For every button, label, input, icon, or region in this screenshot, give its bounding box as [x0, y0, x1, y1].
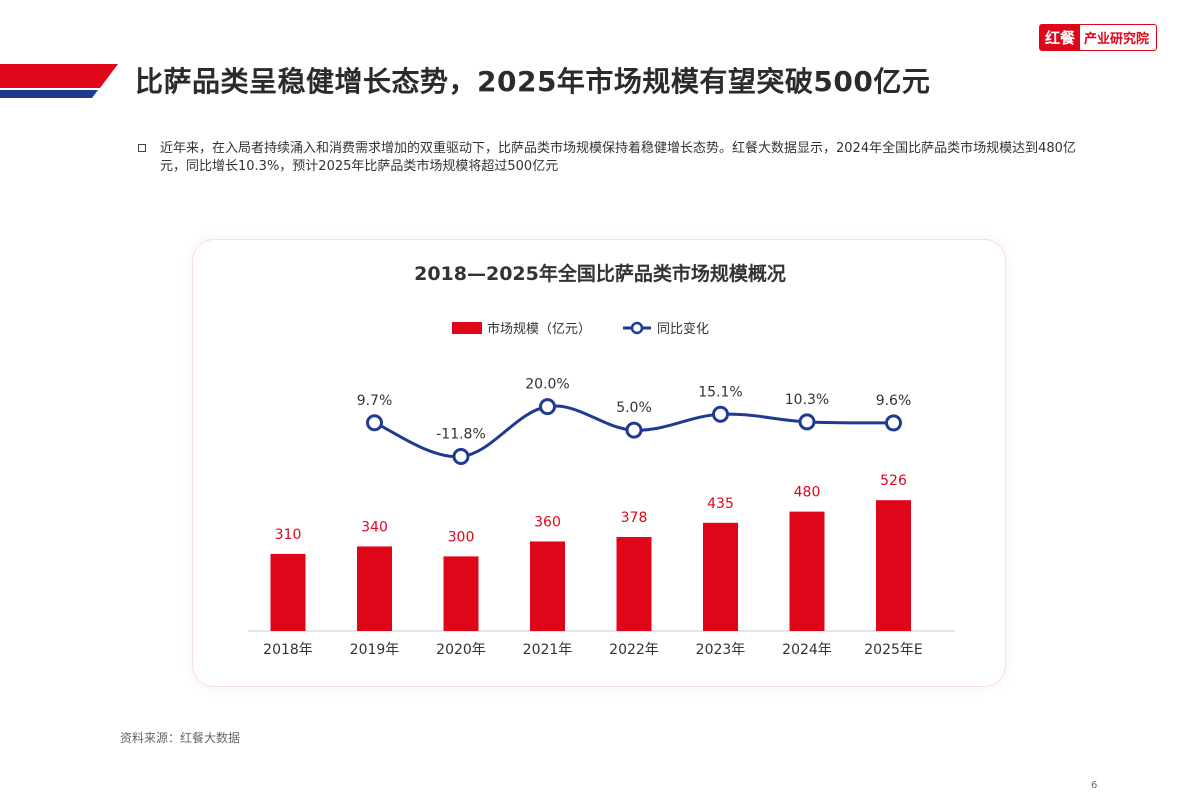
x-tick-1: 2019年 — [350, 642, 400, 658]
yoy-point-4 — [627, 423, 641, 437]
legend-line-label: 同比变化 — [657, 321, 709, 337]
yoy-label-6: 10.3% — [785, 392, 829, 408]
yoy-label-4: 5.0% — [616, 400, 652, 416]
yoy-point-2 — [454, 450, 468, 464]
bar-label-5: 435 — [707, 496, 734, 512]
yoy-label-5: 15.1% — [698, 384, 742, 400]
x-tick-6: 2024年 — [782, 642, 832, 658]
yoy-point-6 — [800, 415, 814, 429]
x-tick-labels: 2018年 2019年 2020年 2021年 2022年 2023年 2024年 2025年… — [263, 642, 923, 658]
yoy-label-3: 20.0% — [525, 377, 569, 393]
bar-0 — [271, 554, 306, 631]
yoy-point-1 — [368, 416, 382, 430]
yoy-point-7 — [887, 416, 901, 430]
bar-label-4: 378 — [621, 510, 648, 526]
x-tick-3: 2021年 — [523, 642, 573, 658]
intro-paragraph: 近年来，在入局者持续涌入和消费需求增加的双重驱动下，比萨品类市场规模保持着稳健增… — [138, 140, 1098, 176]
yoy-label-7: 9.6% — [876, 393, 912, 409]
bar-7 — [876, 500, 911, 631]
source-note: 资料来源：红餐大数据 — [120, 729, 240, 746]
bar-label-7: 526 — [880, 473, 907, 489]
x-tick-4: 2022年 — [609, 642, 659, 658]
yoy-label-1: 9.7% — [357, 393, 393, 409]
bar-label-1: 340 — [361, 519, 388, 535]
chart-legend: 市场规模（亿元） 同比变化 — [452, 321, 709, 337]
stripe-red — [0, 64, 118, 88]
yoy-point-5 — [714, 407, 728, 421]
page-number: 6 — [1091, 780, 1097, 791]
chart-card: 2018—2025年全国比萨品类市场规模概况 市场规模（亿元） 同比变化 310… — [192, 239, 1006, 687]
logo-brand: 红餐 — [1040, 25, 1080, 50]
x-tick-0: 2018年 — [263, 642, 313, 658]
chart-title: 2018—2025年全国比萨品类市场规模概况 — [414, 262, 786, 285]
bar-5 — [703, 523, 738, 631]
bar-2 — [444, 556, 479, 631]
x-tick-5: 2023年 — [696, 642, 746, 658]
yoy-label-2: -11.8% — [436, 427, 486, 443]
legend-bar-swatch — [452, 322, 482, 334]
x-tick-7: 2025年E — [864, 642, 922, 658]
bar-label-2: 300 — [448, 529, 475, 545]
bar-label-3: 360 — [534, 514, 561, 530]
bar-label-6: 480 — [794, 485, 821, 501]
title-stripe — [0, 64, 118, 98]
legend-bar-label: 市场规模（亿元） — [487, 321, 591, 337]
bar-4 — [617, 537, 652, 631]
x-tick-2: 2020年 — [436, 642, 486, 658]
logo-text: 产业研究院 — [1080, 25, 1153, 50]
bar-6 — [790, 512, 825, 631]
brand-logo: 红餐 产业研究院 — [1039, 24, 1157, 51]
bar-3 — [530, 541, 565, 631]
yoy-point-3 — [541, 400, 555, 414]
stripe-blue — [0, 90, 98, 98]
bar-label-0: 310 — [275, 527, 302, 543]
bar-1 — [357, 546, 392, 631]
square-bullet-icon — [138, 144, 146, 152]
intro-text: 近年来，在入局者持续涌入和消费需求增加的双重驱动下，比萨品类市场规模保持着稳健增… — [160, 140, 1098, 176]
legend-line-marker — [632, 323, 642, 333]
market-size-chart: 2018—2025年全国比萨品类市场规模概况 市场规模（亿元） 同比变化 310… — [193, 240, 1007, 688]
page-title: 比萨品类呈稳健增长态势，2025年市场规模有望突破500亿元 — [135, 60, 930, 100]
